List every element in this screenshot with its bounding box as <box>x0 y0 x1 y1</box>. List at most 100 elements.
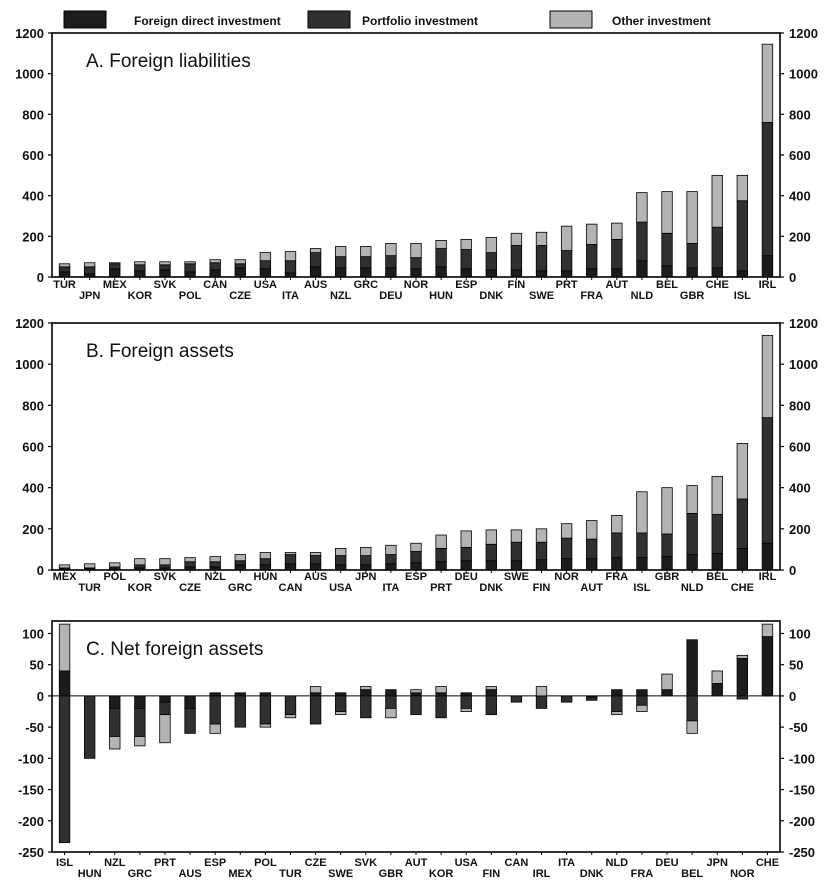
category-label-tur: TUR <box>78 582 101 594</box>
bar-fdi-nzl <box>209 566 221 571</box>
bar-fdi-grc <box>134 695 146 709</box>
bar-portfolio-fin <box>485 695 497 716</box>
bar-fdi-prt <box>435 561 447 571</box>
bar-portfolio-nor <box>560 537 573 560</box>
bar-portfolio-kor <box>134 564 146 569</box>
y-tick-label-right: 200 <box>789 522 811 537</box>
category-label-aut: AUT <box>606 279 629 291</box>
bar-other-kor <box>134 261 146 266</box>
y-tick-label-right: 400 <box>789 189 811 204</box>
bar-other-deu <box>661 673 673 691</box>
category-label-pol: POL <box>254 857 277 869</box>
category-label-kor: KOR <box>128 582 153 594</box>
category-label-cze: CZE <box>179 582 201 594</box>
category-label-swe: SWE <box>504 571 529 583</box>
bar-portfolio-esp <box>209 695 221 725</box>
bar-fdi-swe <box>510 560 523 571</box>
category-label-cze: CZE <box>229 290 251 302</box>
category-label-dnk: DNK <box>479 582 503 594</box>
bar-other-fin <box>510 232 523 246</box>
bar-other-fin <box>485 686 497 691</box>
bar-fdi-pol <box>259 692 272 697</box>
bar-other-fin <box>535 528 548 543</box>
bar-other-tur <box>83 563 96 569</box>
y-tick-label-right: 1000 <box>789 67 818 82</box>
category-label-nzl: NZL <box>330 290 352 302</box>
bar-portfolio-pol <box>259 695 272 725</box>
bar-fdi-jpn <box>711 683 723 697</box>
bar-fdi-fin <box>485 689 497 697</box>
bar-portfolio-tur <box>58 266 71 273</box>
bar-fdi-dnk <box>485 560 497 571</box>
bar-portfolio-nzl <box>109 708 121 737</box>
bar-portfolio-prt <box>560 250 573 272</box>
bar-fdi-isl <box>636 557 648 571</box>
bar-other-kor <box>435 686 447 694</box>
bar-portfolio-nzl <box>209 561 221 568</box>
bar-portfolio-isl <box>736 200 749 272</box>
bar-other-tur <box>284 714 297 719</box>
bar-other-ita <box>385 544 397 555</box>
y-tick-label-left: -250 <box>18 845 44 860</box>
category-label-esp: ESP <box>405 571 427 583</box>
bar-fdi-aut <box>410 692 422 697</box>
bar-other-svk <box>159 558 171 566</box>
y-tick-label-left: 1000 <box>15 357 44 372</box>
bar-other-svk <box>360 686 372 691</box>
bar-portfolio-nld <box>686 512 698 555</box>
bar-portfolio-can <box>284 554 297 565</box>
y-tick-label-left: 600 <box>22 148 44 163</box>
category-label-gbr: GBR <box>379 868 404 880</box>
category-label-grc: GRC <box>228 582 253 594</box>
bar-other-nzl <box>209 556 221 563</box>
bar-portfolio-mex <box>109 263 121 270</box>
bar-portfolio-nor <box>736 695 749 700</box>
category-label-usa: USA <box>455 857 478 869</box>
bar-other-nzl <box>109 736 121 750</box>
y-tick-label-right: 800 <box>789 398 811 413</box>
category-label-che: CHE <box>756 857 779 869</box>
bar-other-isl <box>736 174 749 202</box>
category-label-bel: BEL <box>706 571 728 583</box>
bar-portfolio-dnk <box>485 543 497 562</box>
bar-other-jpn <box>711 670 723 684</box>
bar-fdi-che <box>711 267 723 278</box>
bar-fdi-grc <box>360 267 372 278</box>
legend: Foreign direct investment Portfolio inve… <box>63 10 711 29</box>
bar-other-aut <box>586 520 598 540</box>
bar-fdi-gbr <box>661 556 673 571</box>
bar-fdi-bel <box>711 553 723 571</box>
category-label-pol: POL <box>179 290 202 302</box>
bar-fdi-bel <box>686 639 698 697</box>
category-label-isl: ISL <box>633 582 650 594</box>
bar-other-nld <box>636 192 648 223</box>
y-tick-label-left: 200 <box>22 229 44 244</box>
bar-portfolio-deu <box>460 546 472 562</box>
panel-liabilities: 0 0 200 200 400 400 600 600 800 800 1000 1000 1200 12… <box>15 26 818 302</box>
category-label-irl: IRL <box>759 571 777 583</box>
bar-other-irl <box>535 686 548 697</box>
y-tick-label-right: 400 <box>789 481 811 496</box>
bar-portfolio-ita <box>560 695 573 703</box>
bar-portfolio-grc <box>134 708 146 737</box>
bar-fdi-kor <box>435 692 447 697</box>
category-label-nld: NLD <box>631 290 654 302</box>
y-tick-label-right: 1200 <box>789 26 818 41</box>
category-label-che: CHE <box>706 279 729 291</box>
panel-title-net: C. Net foreign assets <box>86 639 263 660</box>
bar-other-cze <box>234 259 246 265</box>
category-label-aus: AUS <box>178 868 201 880</box>
bar-other-can <box>209 259 221 264</box>
bar-other-swe <box>335 711 347 716</box>
category-label-nld: NLD <box>681 582 704 594</box>
category-label-esp: ESP <box>204 857 226 869</box>
bar-portfolio-gbr <box>385 695 397 709</box>
bar-portfolio-deu <box>385 255 397 269</box>
bar-portfolio-che <box>711 226 723 269</box>
category-label-deu: DEU <box>455 571 478 583</box>
bar-portfolio-dnk <box>485 252 497 271</box>
category-label-jpn: JPN <box>707 857 728 869</box>
bar-other-dnk <box>485 529 497 545</box>
bar-fdi-fra <box>586 268 598 278</box>
category-label-che: CHE <box>731 582 754 594</box>
